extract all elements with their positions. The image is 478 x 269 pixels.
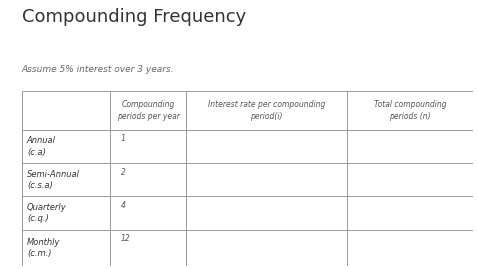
Text: 4: 4 [121,201,126,210]
Text: Total compounding
periods (n): Total compounding periods (n) [374,100,446,121]
Text: 2: 2 [121,168,126,176]
Text: Compounding Frequency: Compounding Frequency [22,8,246,26]
Text: Annual
(c.a): Annual (c.a) [27,136,56,157]
Text: Compounding
periods per year: Compounding periods per year [117,100,179,121]
Text: Interest rate per compounding
period(i): Interest rate per compounding period(i) [208,100,325,121]
Text: Monthly
(c.m.): Monthly (c.m.) [27,238,60,258]
Text: 12: 12 [121,234,130,243]
Text: Semi-Annual
(c.s.a): Semi-Annual (c.s.a) [27,170,80,190]
Text: Assume 5% interest over 3 years.: Assume 5% interest over 3 years. [22,65,174,73]
Text: Quarterly
(c.q.): Quarterly (c.q.) [27,203,66,223]
Text: 1: 1 [121,134,126,143]
